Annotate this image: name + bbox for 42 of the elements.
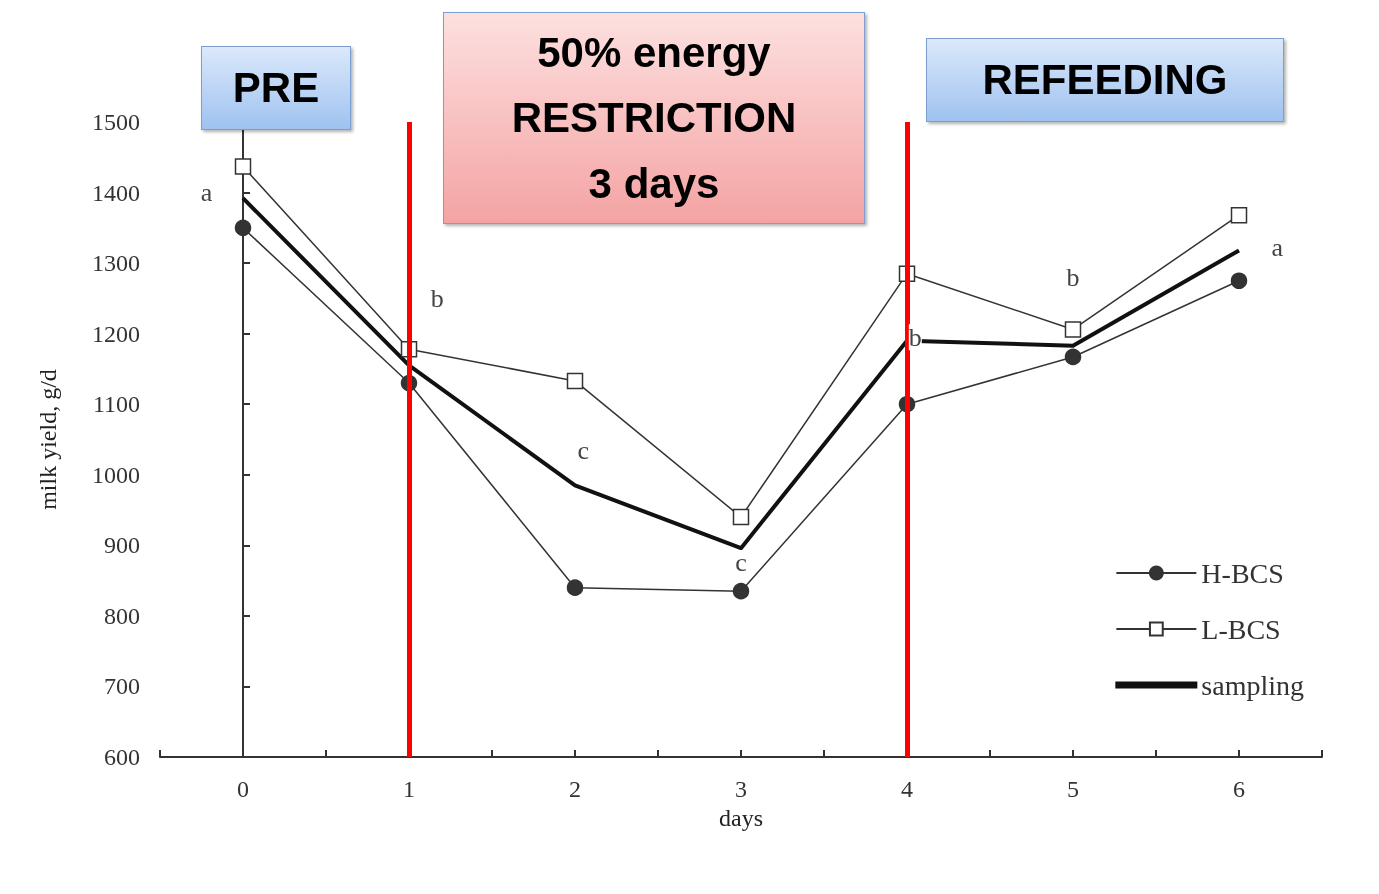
- point: [566, 579, 584, 596]
- point: [234, 219, 252, 237]
- point: [732, 582, 750, 600]
- legend-label: L-BCS: [1201, 613, 1281, 645]
- y-tick-label: 1100: [92, 391, 140, 418]
- x-tick-label: 6: [1233, 776, 1245, 802]
- x-tick-label: 1: [403, 776, 415, 802]
- x-tick-label: 5: [1067, 776, 1079, 802]
- y-tick-label: 800: [104, 602, 140, 629]
- y-tick-label: 700: [104, 673, 140, 700]
- y-tick-label: 1500: [92, 109, 140, 135]
- annotation: b: [908, 322, 922, 352]
- point: [1064, 348, 1082, 366]
- annotation: b: [430, 283, 444, 313]
- legend-label: H-BCS: [1201, 557, 1284, 589]
- y-tick-label: 900: [104, 532, 140, 559]
- annotation: a: [1271, 233, 1284, 263]
- y-tick-label: 1200: [92, 320, 140, 347]
- x-tick-label: 4: [901, 776, 913, 802]
- point: [1064, 321, 1082, 338]
- point: [1230, 272, 1248, 289]
- annotation: a: [200, 178, 213, 208]
- x-tick-label: 3: [735, 776, 747, 802]
- point: [566, 372, 584, 390]
- point: [732, 508, 750, 526]
- text-box: PRE: [201, 46, 351, 130]
- legend-label: sampling: [1201, 669, 1305, 701]
- y-tick-label: 1300: [92, 250, 140, 277]
- annotation: c: [735, 548, 747, 578]
- annotation: b: [1066, 262, 1080, 292]
- x-tick-label: 0: [237, 776, 249, 802]
- y-tick-label: 1000: [92, 461, 140, 488]
- y-tick-label: 600: [104, 744, 140, 770]
- y-tick-label: 1400: [92, 179, 140, 206]
- point: [234, 158, 252, 175]
- x-tick-label: 2: [569, 776, 581, 802]
- point: [1230, 206, 1248, 224]
- text-box: REFEEDING: [926, 38, 1284, 122]
- annotation: c: [577, 435, 590, 465]
- x-axis-title: days: [719, 804, 763, 831]
- text-box: 50% energy RESTRICTION 3 days: [443, 12, 865, 224]
- y-axis-title: milk yield, g/d: [35, 369, 61, 510]
